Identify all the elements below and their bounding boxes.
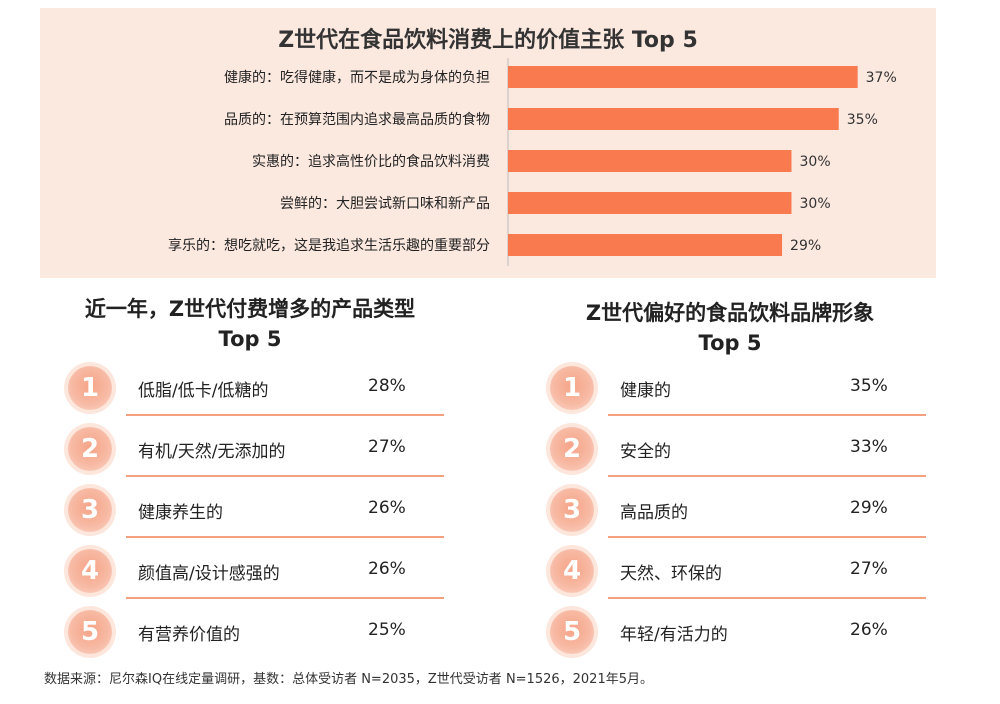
bar-value-label: 29% [790,238,821,254]
rank-item-value: 28% [368,376,406,396]
row-divider [608,597,926,599]
right-title-line2: Top 5 [698,331,762,355]
bar [508,66,858,88]
rank-item-name: 高品质的 [620,503,688,523]
value-proposition-bar-chart: 健康的：吃得健康，而不是成为身体的负担 37% 品质的：在预算范围内追求最高品质的食… [168,58,897,266]
rank-number-badge: 4 [550,549,594,593]
rank-item-name: 安全的 [620,442,671,462]
category-label: 享乐的：想吃就吃，这是我追求生活乐趣的重要部分 [168,237,490,254]
category-label: 尝鲜的：大胆尝试新口味和新产品 [280,196,490,212]
category-label: 品质的：在预算范围内追求最高品质的食物 [224,111,490,128]
rank-item-name: 低脂/低卡/低糖的 [138,381,269,401]
bar-value-label: 35% [847,112,878,128]
rank-row: 1 低脂/低卡/低糖的 28% [68,362,448,424]
rank-number-badge: 3 [550,488,594,532]
rank-item-value: 35% [850,376,888,396]
rank-number-badge: 1 [68,366,112,410]
value-proposition-panel: Z世代在食品饮料消费上的价值主张 Top 5 健康的：吃得健康，而不是成为身体的… [40,8,936,278]
bar-value-label: 30% [800,196,831,212]
rank-item-value: 27% [368,437,406,457]
rank-number-badge: 5 [550,610,594,654]
rank-item-value: 33% [850,437,888,457]
rank-item-value: 26% [368,559,406,579]
chart-title: Z世代在食品饮料消费上的价值主张 Top 5 [278,28,698,53]
left-section-title: 近一年，Z世代付费增多的产品类型 Top 5 [40,294,460,354]
rank-number-badge: 2 [68,427,112,471]
rank-item-value: 26% [368,498,406,518]
rank-item-name: 年轻/有活力的 [620,625,728,645]
rank-number-badge: 2 [550,427,594,471]
bar-value-label: 30% [800,154,831,170]
right-section-title: Z世代偏好的食品饮料品牌形象 Top 5 [530,298,930,358]
rank-row: 3 高品质的 29% [550,484,930,546]
row-divider [126,475,444,477]
category-label: 实惠的：追求高性价比的食品饮料消费 [252,153,490,170]
rank-item-name: 有机/天然/无添加的 [138,442,286,462]
rank-item-name: 颜值高/设计感强的 [138,564,280,584]
category-label: 健康的：吃得健康，而不是成为身体的负担 [224,69,490,86]
rank-item-value: 29% [850,498,888,518]
bar-value-label: 37% [866,70,897,86]
rank-row: 3 健康养生的 26% [68,484,448,546]
rank-row: 4 天然、环保的 27% [550,545,930,607]
rank-item-value: 26% [850,620,888,640]
rank-row: 2 有机/天然/无添加的 27% [68,423,448,485]
rank-row: 4 颜值高/设计感强的 26% [68,545,448,607]
rank-number-badge: 3 [68,488,112,532]
rank-row: 5 年轻/有活力的 26% [550,606,930,668]
rank-item-name: 天然、环保的 [620,564,722,584]
rank-row: 5 有营养价值的 25% [68,606,448,668]
rank-item-name: 有营养价值的 [138,625,240,645]
rank-item-name: 健康的 [620,381,671,401]
bar [508,192,792,214]
left-title-line2: Top 5 [218,327,282,351]
rank-item-value: 25% [368,620,406,640]
rank-number-badge: 1 [550,366,594,410]
bar [508,150,792,172]
row-divider [608,536,926,538]
row-divider [608,414,926,416]
row-divider [126,536,444,538]
data-source-note: 数据来源：尼尔森IQ在线定量调研，基数：总体受访者 N=2035，Z世代受访者 … [44,672,653,687]
left-title-line1: 近一年，Z世代付费增多的产品类型 [84,297,416,321]
row-divider [126,414,444,416]
bar [508,108,839,130]
rank-row: 1 健康的 35% [550,362,930,424]
rank-row: 2 安全的 33% [550,423,930,485]
rank-item-name: 健康养生的 [138,503,223,523]
rank-number-badge: 5 [68,610,112,654]
right-title-line1: Z世代偏好的食品饮料品牌形象 [585,301,875,325]
row-divider [126,597,444,599]
row-divider [608,475,926,477]
rank-number-badge: 4 [68,549,112,593]
rank-item-value: 27% [850,559,888,579]
bar [508,234,783,256]
